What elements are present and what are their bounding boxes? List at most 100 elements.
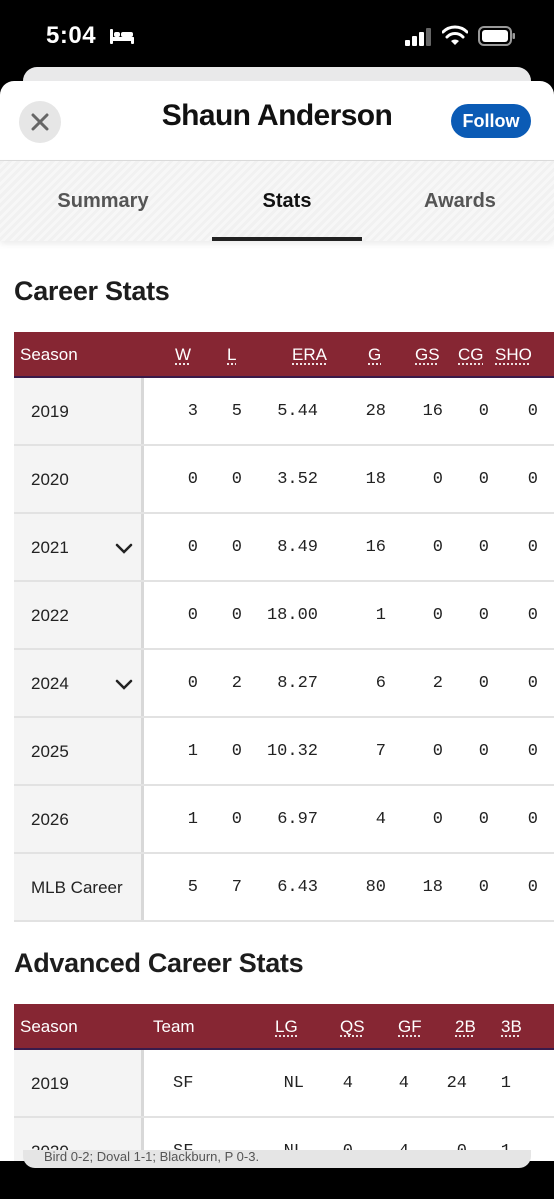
stat-cell: 0 (231, 538, 242, 557)
career-table-header: Season W L ERA G GS CG SHO (14, 332, 554, 378)
follow-button[interactable]: Follow (451, 104, 531, 138)
season-cell: MLB Career (14, 854, 144, 920)
season-cell: 2022 (14, 582, 144, 648)
table-row: 2021 0 0 8.49 16 0 0 0 (14, 514, 554, 582)
stat-cell: 0 (432, 810, 443, 829)
tab-stats[interactable]: Stats (262, 189, 312, 212)
stat-cell: 80 (365, 878, 386, 897)
season-cell: 2019 (14, 1050, 144, 1116)
column-header-qs[interactable]: QS (340, 1017, 365, 1036)
season-label: 2024 (31, 674, 69, 693)
stat-cell: 0 (478, 878, 489, 897)
advanced-stats-table: Season Team LG QS GF 2B 3B 2019 SF NL 4 4 24 1… (14, 1004, 554, 1161)
season-cell[interactable]: 2021 (14, 514, 144, 580)
status-bar: 5:04 (0, 0, 554, 70)
active-tab-indicator (212, 237, 362, 241)
column-header-season[interactable]: Season (20, 1017, 78, 1036)
status-time: 5:04 (46, 22, 97, 49)
stat-cell: 0 (187, 470, 198, 489)
stat-cell: 8.27 (277, 674, 318, 693)
stat-cell: 0 (527, 538, 538, 557)
table-row: 2025 1 0 10.32 7 0 0 0 (14, 718, 554, 786)
advanced-table-header: Season Team LG QS GF 2B 3B (14, 1004, 554, 1050)
stat-cell: 6 (375, 674, 386, 693)
column-header-l[interactable]: L (227, 345, 237, 364)
season-label: 2026 (31, 810, 69, 829)
stat-cell: 0 (231, 470, 242, 489)
stat-cell: 5 (231, 402, 242, 421)
stat-cell: 0 (432, 606, 443, 625)
chevron-down-icon[interactable] (114, 542, 134, 556)
player-name: Shaun Anderson (161, 99, 393, 132)
season-cell: 2019 (14, 378, 144, 444)
stat-cell: 4 (342, 1074, 353, 1093)
stat-cell: 7 (231, 878, 242, 897)
table-row: MLB Career 5 7 6.43 80 18 0 0 (14, 854, 554, 922)
column-header-gf[interactable]: GF (398, 1017, 422, 1036)
season-cell: 2020 (14, 446, 144, 512)
stat-cell: 5 (187, 878, 198, 897)
column-header-season[interactable]: Season (20, 345, 78, 364)
column-header-2b[interactable]: 2B (455, 1017, 476, 1036)
stat-cell: 0 (478, 470, 489, 489)
stat-cell: 16 (422, 402, 443, 421)
stat-cell: 0 (527, 402, 538, 421)
stat-cell: 16 (365, 538, 386, 557)
season-cell[interactable]: 2024 (14, 650, 144, 716)
stat-cell: 1 (500, 1074, 511, 1093)
stat-cell: 0 (231, 606, 242, 625)
stat-cell: 0 (231, 810, 242, 829)
column-header-cg[interactable]: CG (458, 345, 484, 364)
stat-cell: 18 (365, 470, 386, 489)
table-row: 2026 1 0 6.97 4 0 0 0 (14, 786, 554, 854)
stat-cell: 0 (527, 470, 538, 489)
stat-cell: 0 (478, 742, 489, 761)
column-header-g[interactable]: G (368, 345, 382, 364)
stat-cell: 10.32 (266, 742, 318, 761)
column-header-era[interactable]: ERA (292, 345, 327, 364)
column-header-3b[interactable]: 3B (501, 1017, 522, 1036)
stat-cell: 18 (422, 878, 443, 897)
stat-cell: 2 (231, 674, 242, 693)
close-button[interactable] (19, 101, 61, 143)
stat-cell: 28 (365, 402, 386, 421)
tab-awards[interactable]: Awards (424, 189, 496, 212)
cellular-signal-icon (405, 28, 431, 46)
stat-cell: 1 (375, 606, 386, 625)
season-label: 2025 (31, 742, 69, 761)
stat-cell: 0 (527, 674, 538, 693)
stat-cell: 4 (398, 1074, 409, 1093)
stat-cell: 0 (432, 742, 443, 761)
modal-header: Shaun Anderson Follow (0, 81, 554, 161)
tab-summary[interactable]: Summary (57, 189, 149, 212)
stat-cell: 0 (432, 470, 443, 489)
column-header-gs[interactable]: GS (415, 345, 440, 364)
season-label: 2019 (31, 402, 69, 421)
career-stats-title: Career Stats (14, 276, 170, 306)
stat-cell: 0 (527, 606, 538, 625)
stat-cell: 0 (478, 402, 489, 421)
table-row: 2020 0 0 3.52 18 0 0 0 (14, 446, 554, 514)
stat-cell: 3.52 (277, 470, 318, 489)
score-ticker[interactable]: Bird 0-2; Doval 1-1; Blackburn, P 0-3. (23, 1150, 531, 1168)
stat-cell: 0 (478, 538, 489, 557)
tab-bar: Summary Stats Awards (0, 161, 554, 241)
stat-cell: 4 (375, 810, 386, 829)
stat-cell: 24 (446, 1074, 467, 1093)
season-cell: 2025 (14, 718, 144, 784)
chevron-down-icon[interactable] (114, 678, 134, 692)
season-label: 2020 (31, 470, 69, 489)
wifi-icon (442, 25, 468, 45)
table-row: 2022 0 0 18.00 1 0 0 0 (14, 582, 554, 650)
battery-icon (478, 26, 515, 46)
stat-cell: 3 (187, 402, 198, 421)
stat-cell: 0 (231, 742, 242, 761)
stat-cell: 0 (478, 674, 489, 693)
column-header-team[interactable]: Team (153, 1017, 195, 1036)
column-header-sho[interactable]: SHO (495, 345, 532, 364)
column-header-lg[interactable]: LG (275, 1017, 298, 1036)
stat-cell: 0 (527, 742, 538, 761)
stat-cell: 0 (527, 810, 538, 829)
column-header-w[interactable]: W (175, 345, 192, 364)
stat-cell: 1 (187, 810, 198, 829)
